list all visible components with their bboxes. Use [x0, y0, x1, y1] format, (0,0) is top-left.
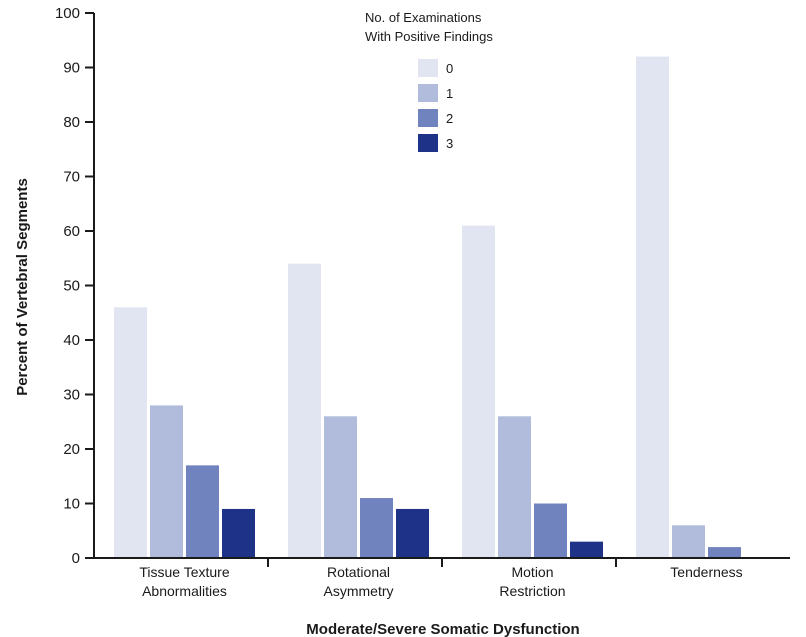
bar-2-series-3 [570, 541, 603, 558]
bar-3-series-2 [708, 547, 741, 558]
legend-swatch-2 [418, 109, 438, 127]
y-tick-label: 60 [63, 223, 80, 240]
y-tick-label: 70 [63, 169, 80, 186]
x-category-label: Restriction [499, 583, 565, 599]
bar-3-series-1 [672, 525, 705, 558]
y-axis: 0 10 20 30 40 50 60 70 80 90 100 [55, 5, 95, 567]
bar-0-series-1 [150, 405, 183, 558]
legend-entry-label: 2 [446, 111, 453, 126]
x-axis-title: Moderate/Severe Somatic Dysfunction [306, 621, 579, 637]
legend-swatch-3 [418, 134, 438, 152]
y-tick-label: 80 [63, 114, 80, 131]
y-tick-label: 50 [63, 278, 80, 295]
legend-swatch-1 [418, 84, 438, 102]
bar-0-series-0 [114, 307, 147, 558]
x-category-label: Motion [511, 564, 553, 580]
y-tick-label: 20 [63, 441, 80, 458]
y-tick-label: 90 [63, 60, 80, 77]
bar-2-series-2 [534, 503, 567, 558]
y-tick-label: 40 [63, 332, 80, 349]
bar-2-series-1 [498, 416, 531, 558]
x-category-label: Tenderness [670, 564, 742, 580]
x-axis: Tissue Texture Abnormalities Rotational Asy… [94, 557, 790, 599]
legend: No. of Examinations With Positive Finding… [365, 10, 493, 152]
bar-0-series-2 [186, 465, 219, 558]
bars [114, 56, 741, 559]
y-tick-label: 100 [55, 5, 80, 22]
bar-3-series-0 [636, 56, 669, 558]
y-tick-label: 0 [72, 550, 80, 567]
y-tick-label: 30 [63, 387, 80, 404]
bar-1-series-0 [288, 263, 321, 558]
bar-0-series-3 [222, 508, 255, 558]
bar-2-series-0 [462, 225, 495, 559]
y-tick-label: 10 [63, 496, 80, 513]
legend-title: No. of Examinations [365, 10, 482, 25]
legend-entry-label: 1 [446, 86, 453, 101]
x-category-label: Tissue Texture [139, 564, 229, 580]
bar-1-series-2 [360, 498, 393, 558]
x-category-label: Asymmetry [324, 583, 394, 599]
bar-1-series-1 [324, 416, 357, 558]
x-category-label: Abnormalities [142, 583, 227, 599]
bar-1-series-3 [396, 508, 429, 558]
x-category-label: Rotational [327, 564, 390, 580]
y-axis-title: Percent of Vertebral Segments [14, 178, 31, 396]
legend-entry-label: 3 [446, 136, 453, 151]
legend-title: With Positive Findings [365, 29, 493, 44]
legend-swatch-0 [418, 59, 438, 77]
legend-entry-label: 0 [446, 61, 453, 76]
